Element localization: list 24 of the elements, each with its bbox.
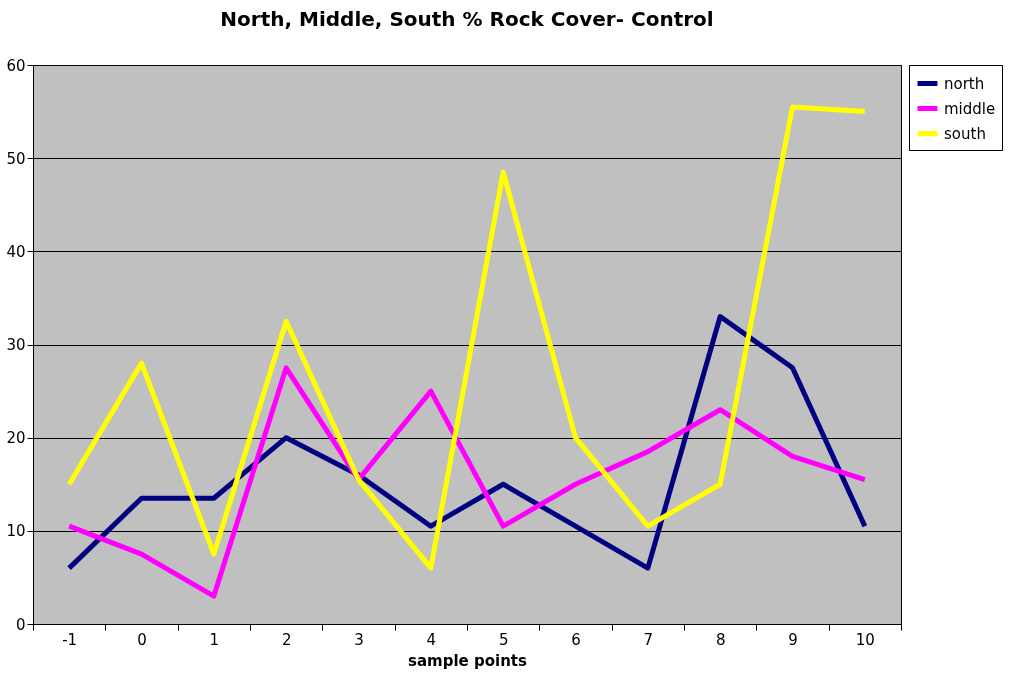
- x-tick-label: 5: [498, 630, 509, 649]
- x-tick-label: 7: [643, 630, 654, 649]
- y-tick-label: 10: [6, 522, 26, 541]
- legend-label: middle: [944, 99, 996, 118]
- legend-label: north: [944, 74, 985, 93]
- x-tick-label: 8: [715, 630, 726, 649]
- chart-title: North, Middle, South % Rock Cover- Control: [220, 7, 714, 31]
- legend-label: south: [944, 124, 986, 143]
- x-tick-label: 6: [571, 630, 581, 649]
- y-tick-label: 60: [6, 56, 26, 75]
- x-tick-label: -1: [62, 630, 78, 649]
- x-axis-title: sample points: [408, 651, 528, 670]
- x-tick-label: 0: [137, 630, 147, 649]
- y-tick-label: 0: [15, 615, 26, 634]
- x-tick-label: 2: [281, 630, 292, 649]
- x-tick-label: 4: [426, 630, 437, 649]
- y-tick-label: 50: [6, 149, 26, 168]
- y-tick-label: 40: [6, 242, 26, 261]
- y-tick-label: 30: [6, 336, 26, 354]
- x-tick-label: 9: [788, 630, 798, 649]
- y-tick-label: 20: [6, 429, 26, 448]
- x-tick-label: 3: [354, 630, 364, 649]
- x-tick-label: 1: [209, 630, 220, 649]
- x-tick-label: 10: [855, 630, 875, 649]
